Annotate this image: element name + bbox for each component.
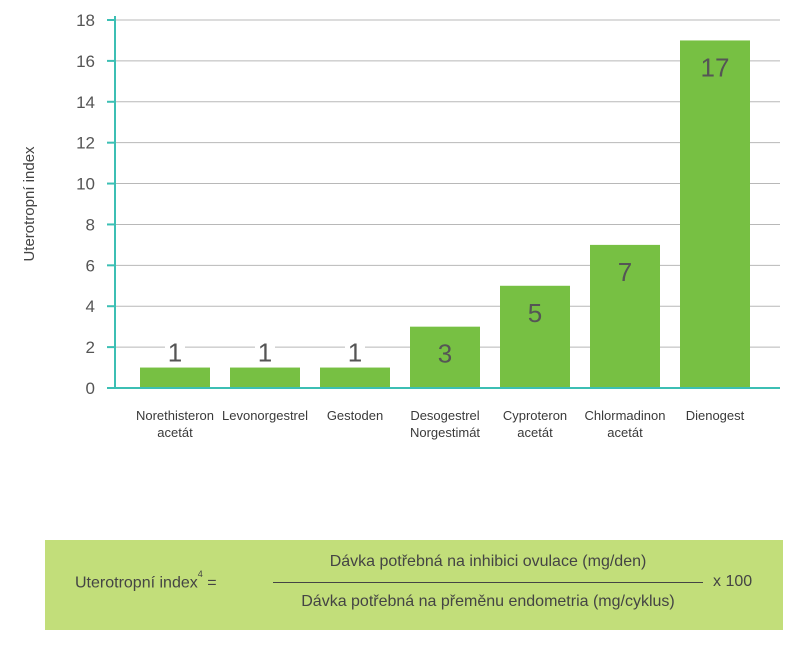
y-tick-label: 10 (76, 175, 95, 194)
x-category-label: Dienogest (686, 408, 745, 423)
bar (680, 40, 750, 388)
bar-value-label: 5 (528, 298, 542, 328)
x-category-label: Norgestimát (410, 425, 480, 440)
formula-superscript: 4 (197, 569, 203, 579)
bar-label-bg (345, 339, 365, 366)
y-tick-label: 2 (86, 338, 95, 357)
x-category-label: acetát (607, 425, 643, 440)
bar-value-label: 3 (438, 339, 452, 369)
formula-box: Uterotropní index4 = Dávka potřebná na i… (45, 540, 783, 630)
bar-label-bg (255, 339, 275, 366)
y-tick-label: 16 (76, 52, 95, 71)
y-axis-title: Uterotropní index (21, 146, 38, 262)
bar (140, 367, 210, 388)
x-category-label: Gestoden (327, 408, 383, 423)
y-tick-label: 8 (86, 215, 95, 234)
bar (590, 244, 660, 388)
formula-multiplier: x 100 (713, 573, 753, 590)
y-tick-label: 14 (76, 93, 95, 112)
y-tick-label: 12 (76, 134, 95, 153)
x-category-label: Chlormadinon (585, 408, 666, 423)
bar-value-label: 1 (258, 338, 272, 368)
bar (410, 326, 480, 388)
bar (500, 285, 570, 388)
formula-fraction-line (273, 582, 703, 583)
formula-numerator: Dávka potřebná na inhibici ovulace (mg/d… (329, 553, 647, 570)
x-category-label: Desogestrel (410, 408, 479, 423)
x-category-label: Norethisteron (136, 408, 214, 423)
bar-value-label: 17 (701, 52, 730, 82)
bar-value-label: 1 (168, 338, 182, 368)
bar-label-bg (165, 339, 185, 366)
x-category-label: acetát (517, 425, 553, 440)
bar (230, 367, 300, 388)
x-category-label: Cyproteron (503, 408, 567, 423)
y-tick-label: 6 (86, 256, 95, 275)
bar-value-label: 7 (618, 257, 632, 287)
y-tick-label: 18 (76, 11, 95, 30)
x-category-label: acetát (157, 425, 193, 440)
x-category-label: Levonorgestrel (222, 408, 308, 423)
formula-equals: = (207, 574, 217, 592)
y-tick-label: 4 (86, 297, 95, 316)
formula-denominator: Dávka potřebná na přeměnu endometria (mg… (301, 593, 675, 610)
formula-lhs: Uterotropní index4 = (75, 569, 217, 592)
bar (320, 367, 390, 388)
y-tick-label: 0 (86, 379, 95, 398)
bar-value-label: 1 (348, 338, 362, 368)
bar-chart: 0 2 4 6 8 10 12 14 16 18 1 Norethisteron acetát 1 Levo… (21, 11, 780, 440)
